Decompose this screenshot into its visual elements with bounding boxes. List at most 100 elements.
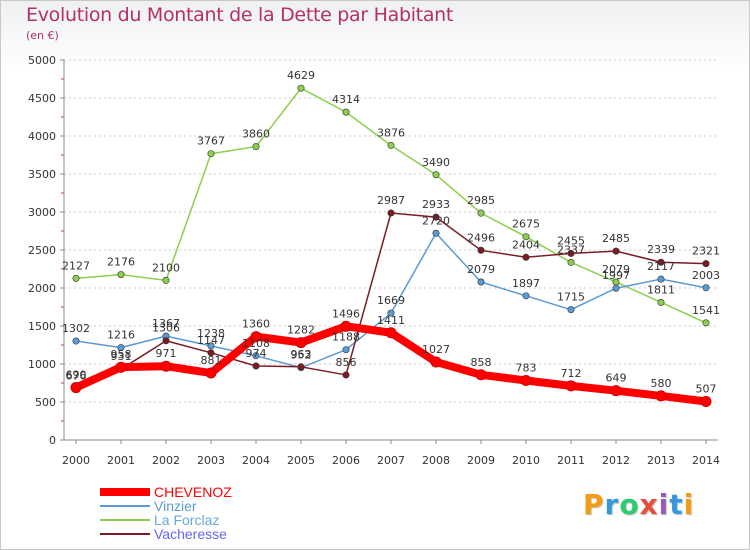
x-tick-label: 2010 [512, 454, 540, 467]
data-point [610, 385, 622, 397]
data-point [205, 367, 217, 379]
data-label: 1188 [332, 331, 360, 344]
data-label: 2720 [422, 214, 450, 227]
legend-label-vacheresse: Vacheresse [154, 526, 227, 542]
x-tick-label: 2001 [107, 454, 135, 467]
data-point [567, 258, 575, 266]
data-point [520, 374, 532, 386]
y-tick-label: 4000 [28, 130, 56, 143]
data-label: 1282 [287, 324, 315, 337]
data-point [252, 352, 260, 360]
data-point [387, 141, 395, 149]
data-point [702, 319, 710, 327]
data-point [522, 233, 530, 241]
data-label: 3490 [422, 156, 450, 169]
data-label: 3767 [197, 135, 225, 148]
data-point [162, 276, 170, 284]
legend-label-la-forclaz: La Forclaz [154, 512, 220, 528]
data-point [430, 356, 442, 368]
data-label: 2079 [602, 263, 630, 276]
logo-letter: i [683, 488, 695, 521]
data-label: 858 [471, 356, 492, 369]
data-point [115, 361, 127, 373]
data-point [117, 344, 125, 352]
chart-subtitle: (en €) [26, 29, 59, 42]
logo-letter: x [639, 488, 659, 521]
data-point [342, 346, 350, 354]
data-point [162, 337, 170, 345]
x-tick-label: 2008 [422, 454, 450, 467]
data-label: 4629 [287, 69, 315, 82]
y-tick-label: 5000 [28, 54, 56, 67]
data-point [295, 337, 307, 349]
y-tick-label: 4500 [28, 92, 56, 105]
x-tick-label: 2014 [692, 454, 720, 467]
x-tick-label: 2013 [647, 454, 675, 467]
x-tick-label: 2003 [197, 454, 225, 467]
data-point [72, 274, 80, 282]
data-point [385, 327, 397, 339]
data-point [702, 284, 710, 292]
data-point [432, 171, 440, 179]
data-label: 2127 [62, 259, 90, 272]
logo-letter: o [619, 488, 640, 521]
data-point [475, 369, 487, 381]
data-label: 1811 [647, 283, 675, 296]
data-point [340, 320, 352, 332]
data-label: 690 [66, 369, 87, 382]
y-tick-label: 2000 [28, 282, 56, 295]
legend-label-vinzier: Vinzier [154, 498, 197, 514]
x-tick-label: 2007 [377, 454, 405, 467]
data-point [72, 337, 80, 345]
data-point [387, 309, 395, 317]
legend-swatch-la-forclaz [100, 519, 150, 521]
data-point [207, 150, 215, 158]
data-label: 712 [561, 367, 582, 380]
data-point [567, 249, 575, 257]
data-label: 931 [111, 350, 132, 363]
proxiti-logo: Proxiti [583, 488, 694, 521]
data-label: 2117 [647, 260, 675, 273]
data-label: 2933 [422, 198, 450, 211]
data-point [342, 371, 350, 379]
x-tick-label: 2000 [62, 454, 90, 467]
data-label: 2339 [647, 243, 675, 256]
data-label: 974 [246, 347, 267, 360]
logo-letter: P [583, 488, 605, 521]
data-point [207, 342, 215, 350]
data-label: 2321 [692, 245, 720, 258]
data-label: 1715 [557, 291, 585, 304]
data-label: 2987 [377, 194, 405, 207]
data-label: 580 [651, 377, 672, 390]
data-point [702, 260, 710, 268]
y-tick-label: 1500 [28, 320, 56, 333]
data-label: 1306 [152, 322, 180, 335]
data-label: 1411 [377, 314, 405, 327]
data-point [117, 271, 125, 279]
data-label: 2100 [152, 261, 180, 274]
data-label: 1027 [422, 343, 450, 356]
data-point [522, 253, 530, 261]
data-point [297, 363, 305, 371]
data-point [207, 349, 215, 357]
data-label: 971 [156, 347, 177, 360]
data-point [657, 298, 665, 306]
data-label: 2337 [557, 243, 585, 256]
chart-title: Evolution du Montant de la Dette par Hab… [26, 4, 454, 26]
data-label: 2079 [467, 263, 495, 276]
data-point [432, 213, 440, 221]
data-point [657, 275, 665, 283]
logo-letter: t [669, 488, 684, 521]
x-tick-label: 2012 [602, 454, 630, 467]
data-label: 958 [111, 348, 132, 361]
data-label: 1541 [692, 304, 720, 317]
data-label: 856 [336, 356, 357, 369]
legend-swatch-vinzier [100, 505, 150, 507]
data-point [250, 331, 262, 343]
y-tick-label: 500 [35, 396, 56, 409]
data-point [70, 382, 82, 394]
data-label: 1216 [107, 329, 135, 342]
x-tick-label: 2009 [467, 454, 495, 467]
data-label: 1108 [242, 337, 270, 350]
